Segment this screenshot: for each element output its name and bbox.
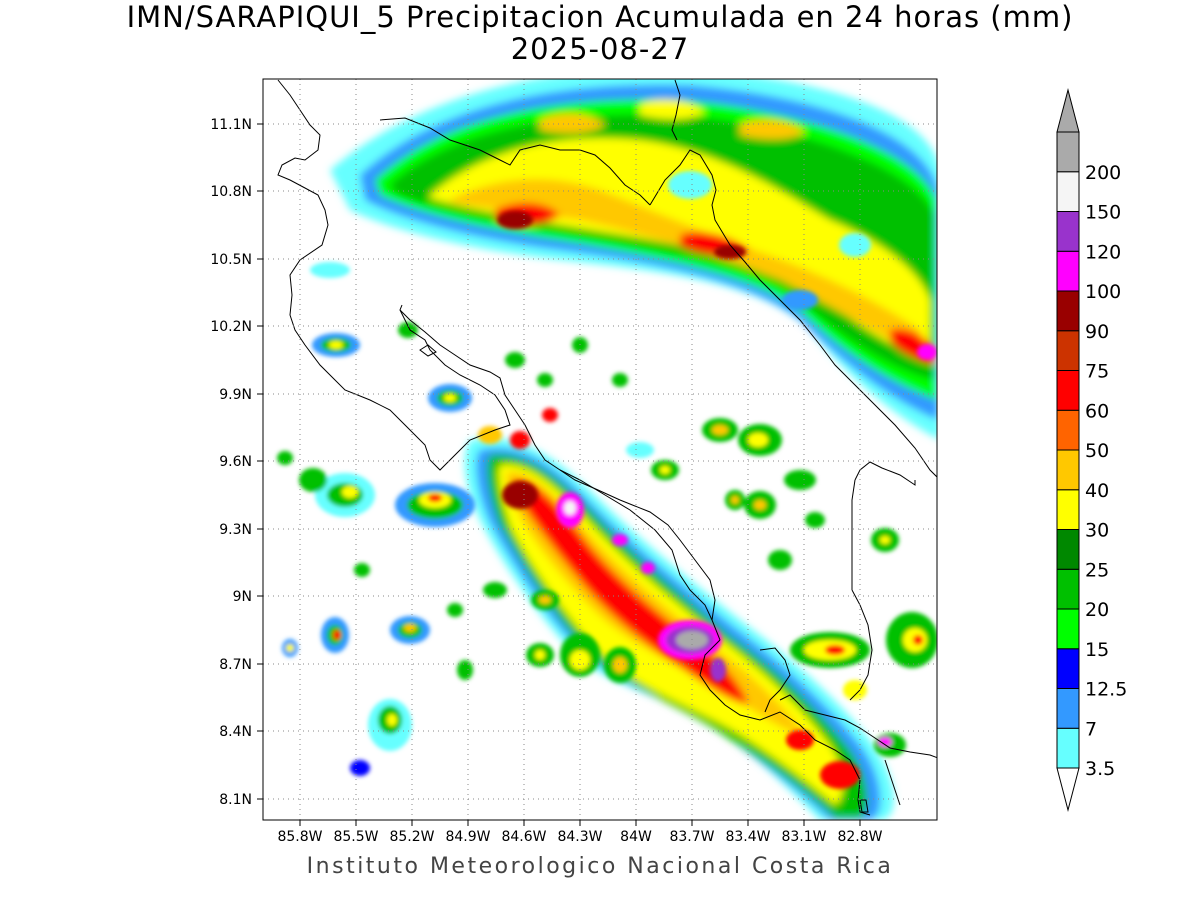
map-date: 2025-08-27 (510, 32, 690, 66)
lon-label: 83.4W (725, 829, 770, 845)
colorbar-over-arrow (1056, 88, 1080, 133)
colorbar-label: 20 (1085, 599, 1109, 621)
colorbar-swatch (1056, 529, 1080, 570)
colorbar-label: 3.5 (1085, 758, 1115, 780)
lat-label: 8.4N (219, 724, 252, 740)
colorbar-label: 90 (1085, 321, 1109, 343)
lat-label: 9.9N (219, 387, 252, 403)
colorbar-label: 50 (1085, 440, 1109, 462)
lon-label: 84.3W (557, 829, 602, 845)
lon-label: 85.2W (389, 829, 434, 845)
colorbar-swatch (1056, 250, 1080, 292)
lat-label: 9N (233, 589, 252, 605)
colorbar-label: 100 (1085, 281, 1121, 303)
colorbar-under-arrow (1056, 767, 1080, 812)
lon-label: 84.6W (501, 829, 546, 845)
tick-marks (257, 123, 861, 826)
lon-label: 85.5W (333, 829, 378, 845)
lat-label: 10.2N (210, 319, 252, 335)
lat-label: 11.1N (210, 117, 252, 133)
colorbar-swatch (1056, 171, 1080, 212)
colorbar: 3.5 7 12.5 15 20 25 30 40 50 60 75 90 100 120 150 200 (1056, 88, 1127, 812)
colorbar-label: 15 (1085, 639, 1109, 661)
lat-label: 10.5N (210, 252, 252, 268)
lat-label: 10.8N (210, 184, 252, 200)
map-title: IMN/SARAPIQUI_5 Precipitacion Acumulada … (126, 0, 1074, 34)
footer-credit: Instituto Meteorologico Nacional Costa R… (306, 854, 894, 879)
lat-label: 8.1N (219, 792, 252, 808)
colorbar-label: 40 (1085, 480, 1109, 502)
lon-label: 83.1W (781, 829, 826, 845)
lat-label: 8.7N (219, 657, 252, 673)
lon-label: 84W (620, 829, 652, 845)
colorbar-swatch (1056, 449, 1080, 491)
colorbar-swatch (1056, 370, 1080, 411)
colorbar-swatch (1056, 568, 1080, 610)
colorbar-label: 75 (1085, 361, 1109, 383)
longitude-labels: 85.8W 85.5W 85.2W 84.9W 84.6W 84.3W 84W … (277, 829, 882, 845)
colorbar-swatch (1056, 608, 1080, 650)
lon-label: 84.9W (445, 829, 490, 845)
colorbar-label: 7 (1085, 718, 1097, 740)
colorbar-swatch (1056, 290, 1080, 332)
latitude-labels: 11.1N 10.8N 10.5N 10.2N 9.9N 9.6N 9.3N 9… (210, 117, 252, 808)
colorbar-label: 25 (1085, 559, 1109, 581)
colorbar-label: 150 (1085, 202, 1121, 224)
colorbar-label: 60 (1085, 400, 1109, 422)
colorbar-swatch (1056, 131, 1080, 173)
coastlines (277, 79, 937, 816)
colorbar-swatch (1056, 727, 1080, 769)
colorbar-swatch (1056, 211, 1080, 252)
lat-label: 9.6N (219, 454, 252, 470)
colorbar-swatch (1056, 688, 1080, 729)
colorbar-label: 30 (1085, 520, 1109, 542)
lon-label: 85.8W (277, 829, 322, 845)
colorbar-label: 120 (1085, 241, 1121, 263)
colorbar-swatch (1056, 489, 1080, 530)
lat-label: 9.3N (219, 522, 252, 538)
colorbar-swatch (1056, 330, 1080, 371)
lon-label: 82.8W (837, 829, 882, 845)
colorbar-label: 12.5 (1085, 679, 1127, 701)
precipitation-field (277, 79, 937, 820)
colorbar-label: 200 (1085, 162, 1121, 184)
map-frame (262, 78, 938, 821)
graticule (263, 79, 937, 820)
lon-label: 83.7W (669, 829, 714, 845)
colorbar-swatch (1056, 409, 1080, 451)
colorbar-swatch (1056, 648, 1080, 689)
